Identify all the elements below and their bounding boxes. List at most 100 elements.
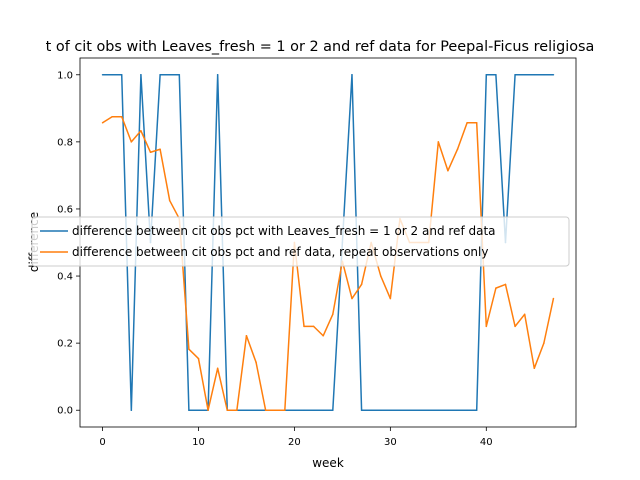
series-1-point — [236, 409, 238, 411]
series-1-point — [226, 409, 229, 411]
series-1-point — [351, 297, 353, 300]
y-axis: 0.0 0.2 0.4 0.6 0.8 1.0 — [57, 70, 80, 417]
series-1-point — [188, 348, 190, 350]
series-layer — [101, 74, 555, 411]
series-0-point — [380, 409, 382, 411]
series-1-point — [255, 361, 257, 364]
series-0-point — [255, 409, 257, 411]
series-0-point — [101, 74, 104, 76]
series-0-point — [312, 409, 315, 411]
series-0-point — [360, 409, 363, 411]
x-axis: 0 10 20 30 40 — [99, 427, 493, 448]
y-tick-label: 0.4 — [57, 272, 73, 283]
series-1-point — [437, 141, 440, 143]
series-0-point — [322, 409, 324, 411]
y-tick-label: 0.6 — [57, 204, 73, 215]
series-1-point — [504, 283, 507, 286]
series-1-point — [216, 367, 219, 370]
series-0-point — [456, 409, 459, 411]
series-1-point — [264, 409, 267, 411]
series-line-0 — [102, 74, 554, 411]
series-0-point — [178, 74, 181, 76]
x-tick-label: 30 — [384, 437, 397, 448]
series-1-point — [140, 130, 142, 132]
series-1-point — [447, 169, 449, 172]
series-1-point — [159, 148, 161, 150]
series-0-point — [437, 409, 440, 411]
y-tick-label: 0.0 — [57, 406, 73, 417]
series-1-point — [130, 141, 133, 143]
series-0-point — [485, 74, 488, 76]
series-1-point — [207, 409, 209, 411]
series-1-point — [303, 325, 305, 328]
series-0-point — [466, 409, 468, 411]
series-0-point — [332, 409, 334, 411]
series-1-point — [360, 283, 363, 286]
series-1-point — [389, 297, 392, 300]
series-0-point — [514, 74, 516, 76]
series-1-point — [312, 325, 315, 328]
series-0-point — [370, 409, 372, 411]
y-tick-label: 0.2 — [57, 339, 73, 350]
series-0-point — [408, 409, 411, 411]
series-1-point — [101, 121, 104, 124]
series-1-point — [485, 325, 488, 328]
legend-label-1: difference between cit obs pct and ref d… — [72, 245, 488, 259]
series-0-point — [130, 409, 133, 411]
series-1-point — [168, 199, 171, 202]
y-tick-label: 1.0 — [57, 70, 73, 81]
legend-label-0: difference between cit obs pct with Leav… — [72, 224, 496, 238]
series-0-point — [418, 409, 420, 411]
series-1-point — [533, 367, 536, 370]
legend-box — [31, 216, 570, 267]
series-1-point — [380, 275, 382, 277]
series-0-point — [140, 74, 142, 76]
series-1-point — [495, 287, 497, 289]
chart-title: t of cit obs with Leaves_fresh = 1 or 2 … — [46, 39, 595, 55]
x-axis-label: week — [312, 456, 344, 470]
series-1-point — [475, 121, 478, 124]
series-1-point — [332, 313, 334, 316]
series-1-point — [322, 335, 324, 337]
series-1-point — [543, 342, 545, 344]
series-0-point — [447, 409, 449, 411]
x-tick-label: 10 — [192, 437, 205, 448]
series-0-point — [245, 409, 248, 411]
series-1-point — [245, 335, 248, 337]
series-line-1 — [102, 115, 555, 411]
series-0-point — [120, 74, 123, 76]
x-tick-label: 40 — [480, 437, 493, 448]
series-0-point — [533, 74, 536, 76]
series-1-point — [514, 325, 516, 328]
series-0-point — [351, 74, 353, 76]
series-0-point — [523, 74, 526, 76]
x-tick-label: 20 — [288, 437, 301, 448]
series-0-point — [168, 74, 171, 76]
series-0-point — [197, 409, 200, 411]
series-1-point — [552, 297, 555, 300]
series-1-point — [523, 313, 526, 316]
legend: difference between cit obs pct with Leav… — [31, 216, 570, 267]
series-0-point — [293, 409, 296, 411]
series-1-point — [197, 357, 200, 360]
series-0-point — [159, 74, 161, 76]
series-1-point — [111, 115, 113, 118]
y-tick-label: 0.8 — [57, 137, 73, 148]
series-1-point — [456, 148, 459, 150]
series-0-point — [399, 409, 401, 411]
series-0-point — [495, 74, 497, 76]
series-0-point — [543, 74, 545, 76]
series-1-point — [120, 115, 123, 118]
series-0-point — [427, 409, 430, 411]
series-0-point — [188, 409, 190, 411]
series-0-point — [475, 409, 478, 411]
series-1-point — [284, 409, 286, 411]
series-0-point — [389, 409, 392, 411]
series-0-point — [216, 74, 219, 76]
x-tick-label: 0 — [99, 437, 105, 448]
series-1-point — [149, 151, 152, 154]
series-0-point — [111, 74, 113, 76]
series-1-point — [466, 121, 468, 124]
series-0-point — [303, 409, 305, 411]
